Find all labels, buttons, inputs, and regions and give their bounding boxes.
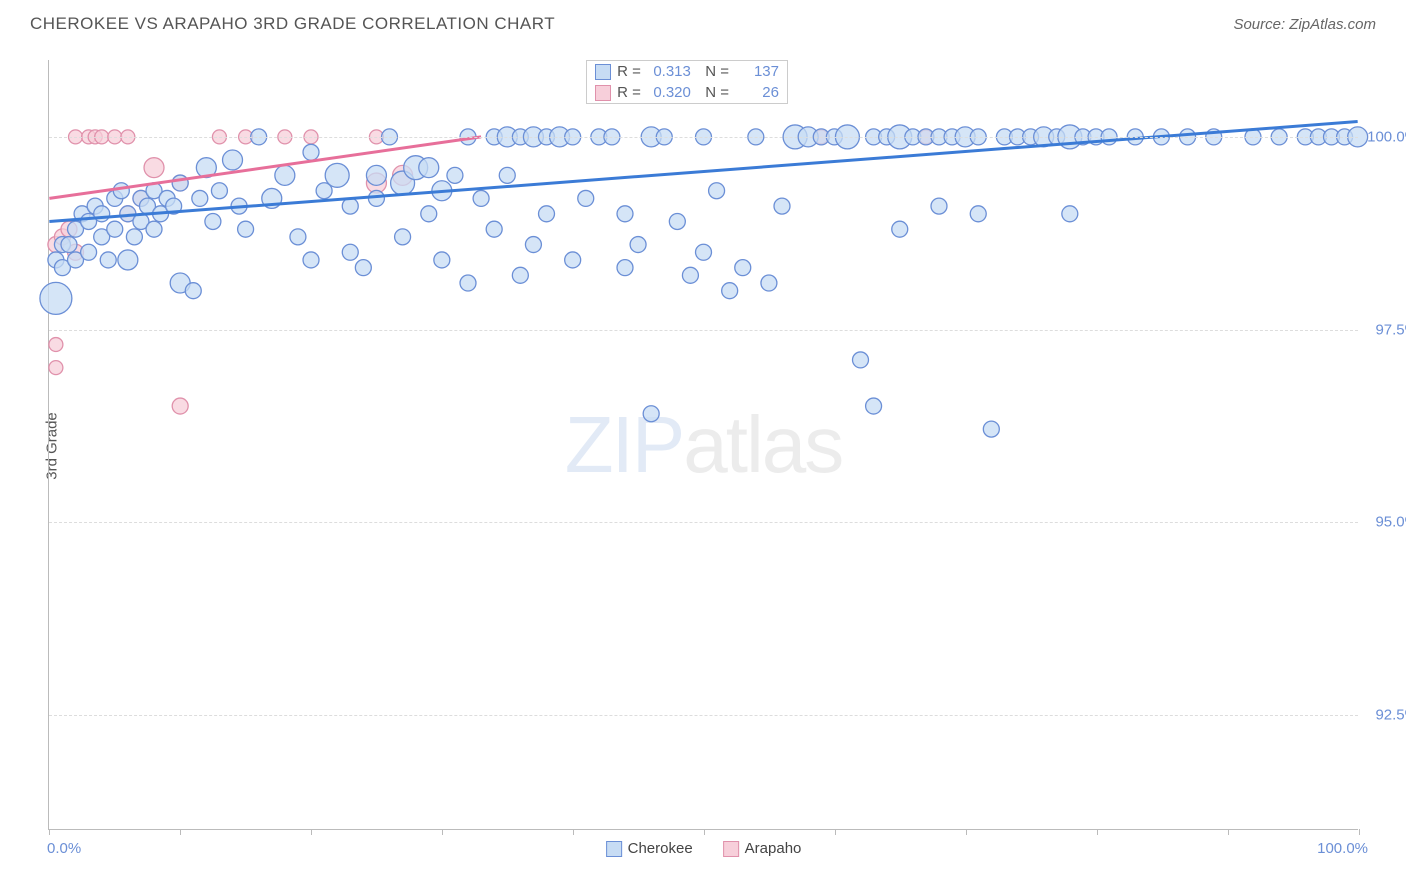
legend-arapaho: Arapaho	[723, 840, 802, 857]
stats-r-cherokee: 0.313	[647, 63, 691, 80]
stats-row-arapaho: R = 0.320 N = 26	[587, 82, 787, 103]
chart-title: CHEROKEE VS ARAPAHO 3RD GRADE CORRELATIO…	[30, 14, 555, 34]
x-tick	[442, 829, 443, 835]
stats-r-label: R =	[617, 63, 641, 80]
x-tick	[835, 829, 836, 835]
chart-container: CHEROKEE VS ARAPAHO 3RD GRADE CORRELATIO…	[0, 0, 1406, 892]
cherokee-swatch-icon	[595, 64, 611, 80]
chart-source: Source: ZipAtlas.com	[1233, 16, 1376, 33]
x-tick	[49, 829, 50, 835]
arapaho-swatch-icon	[595, 85, 611, 101]
stats-n-arapaho: 26	[735, 84, 779, 101]
x-min-label: 0.0%	[47, 840, 81, 857]
y-tick-label: 92.5%	[1363, 706, 1406, 723]
arapaho-regression-line	[49, 137, 481, 199]
grid-line	[49, 137, 1358, 138]
legend-cherokee-label: Cherokee	[628, 840, 693, 857]
x-max-label: 100.0%	[1317, 840, 1368, 857]
x-tick	[573, 829, 574, 835]
x-tick	[311, 829, 312, 835]
stats-r-arapaho: 0.320	[647, 84, 691, 101]
x-tick	[180, 829, 181, 835]
stats-n-label: N =	[697, 84, 729, 101]
grid-line	[49, 715, 1358, 716]
x-tick	[966, 829, 967, 835]
plot-area: ZIPatlas R = 0.313 N = 137 R = 0.320 N =…	[48, 60, 1358, 830]
grid-line	[49, 522, 1358, 523]
y-tick-label: 95.0%	[1363, 514, 1406, 531]
legend-arapaho-label: Arapaho	[745, 840, 802, 857]
chart-header: CHEROKEE VS ARAPAHO 3RD GRADE CORRELATIO…	[0, 0, 1406, 42]
legend-cherokee-swatch-icon	[606, 841, 622, 857]
x-tick	[1228, 829, 1229, 835]
stats-n-label: N =	[697, 63, 729, 80]
stats-r-label: R =	[617, 84, 641, 101]
y-tick-label: 97.5%	[1363, 321, 1406, 338]
x-tick	[1359, 829, 1360, 835]
stats-box: R = 0.313 N = 137 R = 0.320 N = 26	[586, 60, 788, 104]
x-tick	[704, 829, 705, 835]
legend-arapaho-swatch-icon	[723, 841, 739, 857]
grid-line	[49, 330, 1358, 331]
legend: Cherokee Arapaho	[606, 840, 802, 857]
stats-row-cherokee: R = 0.313 N = 137	[587, 61, 787, 82]
y-tick-label: 100.0%	[1363, 129, 1406, 146]
legend-cherokee: Cherokee	[606, 840, 693, 857]
stats-n-cherokee: 137	[735, 63, 779, 80]
x-tick	[1097, 829, 1098, 835]
